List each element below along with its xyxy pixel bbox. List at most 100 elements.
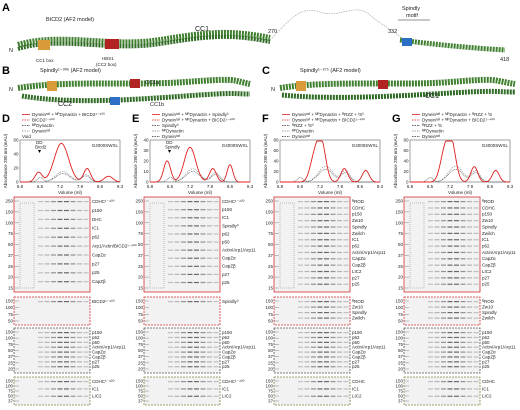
gel-band	[194, 201, 199, 203]
gel-band	[473, 361, 479, 363]
gel-band	[460, 226, 466, 228]
mw-marker: 20	[268, 275, 274, 280]
gel-band	[304, 332, 310, 334]
gel-band	[44, 209, 50, 212]
gel-band	[324, 336, 329, 339]
gel-band	[298, 220, 303, 222]
gel-band	[324, 395, 329, 397]
gel-band	[298, 251, 303, 254]
gel-band	[454, 361, 459, 363]
gel-band	[200, 351, 206, 353]
gel-band	[298, 270, 303, 273]
gel-band	[298, 312, 303, 314]
gel-band	[304, 317, 310, 319]
gel-band	[174, 217, 180, 219]
mw-marker: 75	[138, 389, 144, 394]
gel-band	[428, 283, 433, 285]
gel-band	[57, 388, 63, 390]
gel-band	[64, 245, 69, 247]
gel-band	[467, 388, 472, 390]
gel-band	[460, 270, 466, 273]
dd-label: DD	[36, 140, 43, 145]
spindly-motif-label: Spindly	[402, 6, 420, 12]
gel-band	[174, 265, 180, 267]
gel-band	[467, 213, 472, 215]
gel-band	[337, 336, 342, 339]
y-tick-label: 40	[143, 138, 149, 143]
gel-band	[200, 381, 206, 383]
gel-band	[473, 356, 479, 358]
gel-band	[213, 361, 219, 363]
mw-marker: 150	[265, 209, 273, 214]
gel-band	[434, 361, 440, 363]
gel-band	[213, 366, 219, 368]
gel-band	[454, 388, 459, 390]
gel-band	[213, 346, 219, 348]
gel-band	[428, 381, 433, 383]
gel-band	[70, 341, 76, 343]
gel-band	[207, 301, 212, 303]
gel-band	[38, 381, 43, 383]
gel-band	[434, 356, 440, 358]
gel-band	[207, 233, 212, 235]
y-tick-label: 60	[13, 138, 19, 143]
gel-band	[44, 332, 50, 334]
gel-band	[83, 236, 89, 238]
band-label: p62	[92, 235, 100, 240]
gel-band	[44, 346, 50, 348]
band-label: p27	[92, 261, 100, 266]
gel-band	[44, 356, 50, 358]
gel-band	[441, 395, 446, 397]
gel-band	[467, 270, 472, 273]
gel-band	[187, 356, 193, 358]
gel-band	[57, 263, 63, 265]
gel-band	[44, 227, 50, 229]
gel-band	[343, 395, 349, 397]
gel-band	[467, 207, 472, 209]
gel-band	[213, 265, 219, 267]
gel-band	[213, 351, 219, 353]
gel-band	[298, 341, 303, 343]
gel-band	[460, 207, 466, 209]
gel-band	[343, 361, 349, 363]
mw-marker: 37	[268, 354, 274, 359]
gel-band	[473, 245, 479, 247]
gel-band	[187, 265, 193, 267]
gel-band	[311, 207, 316, 209]
gel-band	[460, 351, 466, 353]
gel-band	[304, 361, 310, 363]
mw-marker: 50	[398, 319, 404, 324]
gel-band	[467, 395, 472, 397]
x-tick-label: 6.5	[427, 184, 434, 189]
gel-band	[64, 356, 69, 358]
gel-band	[337, 239, 342, 241]
band-label: IC1	[92, 226, 100, 231]
gel-band	[317, 395, 323, 397]
gel-band	[454, 258, 459, 260]
y-axis-label: Absorbance 280 nm (mAU)	[133, 133, 138, 188]
gel-band	[44, 245, 50, 247]
gel-band	[330, 270, 336, 273]
gel-band	[70, 218, 76, 220]
band-label: Spindly	[352, 310, 368, 315]
mw-marker: 150	[395, 209, 403, 214]
y-tick-label: 30	[143, 148, 149, 153]
gel-band	[298, 264, 303, 266]
gel-band	[330, 388, 336, 390]
gel-band	[168, 332, 173, 334]
gel-band	[473, 226, 479, 228]
gel-band	[441, 332, 446, 334]
gel-band	[70, 281, 76, 283]
gel-band	[304, 245, 310, 247]
gel-band	[330, 332, 336, 334]
gel-band	[343, 341, 349, 343]
gel-band	[460, 232, 466, 234]
chromatogram-axes	[19, 139, 121, 183]
gel-band	[194, 217, 199, 219]
gel-band	[77, 201, 82, 203]
gel-band	[194, 281, 199, 284]
gel-band	[51, 272, 56, 274]
gel-band	[343, 226, 349, 228]
gel-band	[70, 301, 76, 303]
